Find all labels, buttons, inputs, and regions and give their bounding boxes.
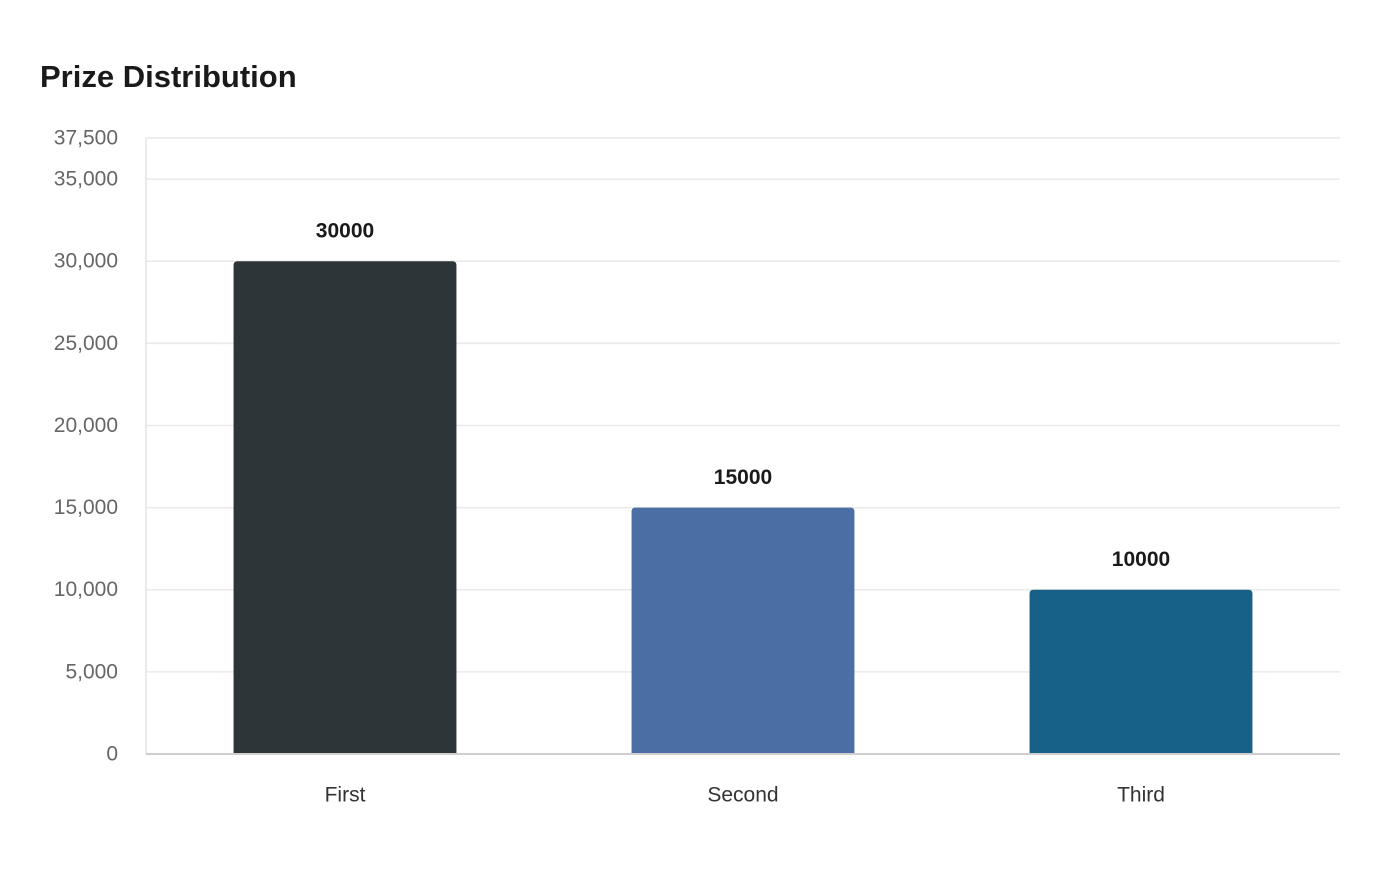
y-tick-label: 35,000 — [54, 168, 118, 191]
bar-first — [233, 261, 457, 754]
bar-third — [1029, 589, 1253, 754]
x-axis-ticks: First Second Third — [325, 784, 1165, 807]
x-tick-label-second: Second — [707, 784, 778, 807]
bars — [233, 261, 1253, 754]
y-tick-label: 37,500 — [54, 127, 118, 150]
y-axis-ticks: 0 5,000 10,000 15,000 20,000 25,000 30,000 35,0… — [54, 127, 118, 766]
data-label-second: 15000 — [714, 466, 772, 489]
bar-second — [631, 507, 855, 754]
data-labels: 30000 15000 10000 — [316, 220, 1170, 572]
y-tick-label: 10,000 — [54, 578, 118, 601]
y-tick-label: 15,000 — [54, 496, 118, 519]
axes — [145, 138, 1340, 755]
y-tick-label: 20,000 — [54, 414, 118, 437]
x-tick-label-first: First — [325, 784, 366, 807]
y-tick-label: 30,000 — [54, 250, 118, 273]
y-tick-label: 25,000 — [54, 332, 118, 355]
data-label-third: 10000 — [1112, 548, 1170, 571]
chart-title: Prize Distribution — [40, 59, 297, 94]
y-tick-label: 5,000 — [65, 660, 118, 683]
x-tick-label-third: Third — [1117, 784, 1165, 807]
data-label-first: 30000 — [316, 220, 374, 243]
y-tick-label: 0 — [106, 743, 118, 766]
